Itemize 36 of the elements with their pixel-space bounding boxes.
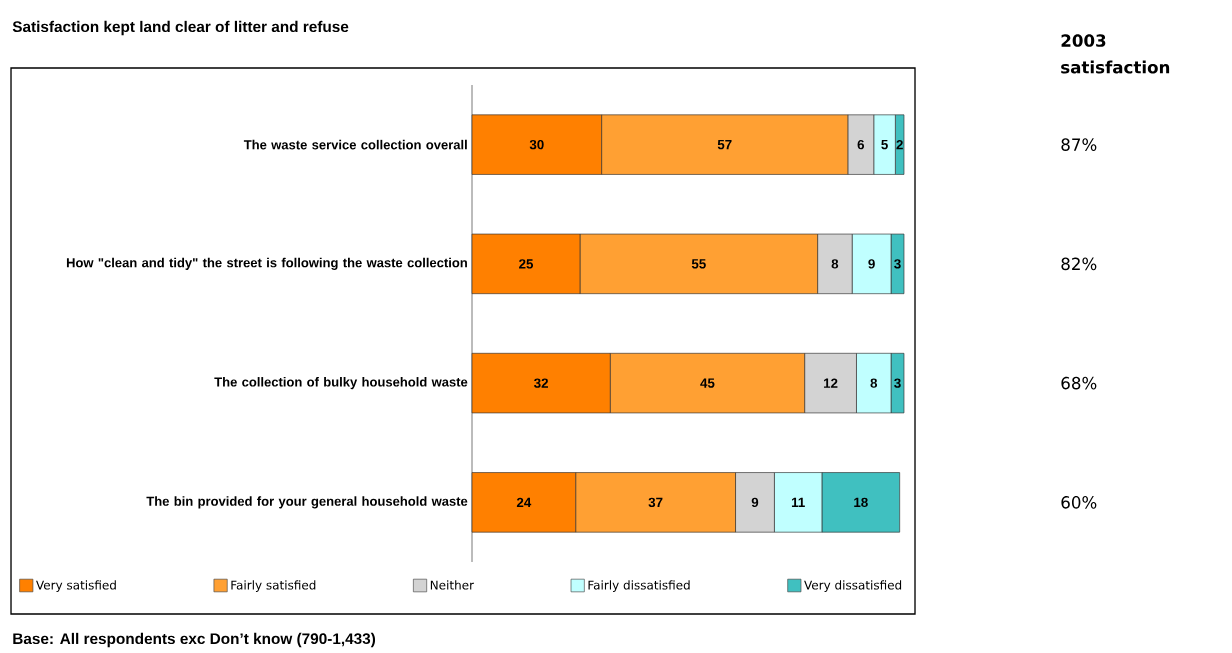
- legend-label: Fairly dissatisfied: [588, 580, 690, 592]
- y-tick-label: The waste service collection overall: [243, 139, 467, 150]
- data-label: 24: [516, 497, 532, 508]
- text: 2003 satisfaction: [1061, 34, 1170, 74]
- data-label: 45: [700, 378, 715, 388]
- y-tick-label: How "clean and tidy" the street is following the waste collection: [66, 257, 467, 270]
- text: 60%: [1061, 496, 1097, 509]
- legend-label: Fairly satisfied: [231, 580, 316, 592]
- data-label: 11: [791, 497, 805, 507]
- text: 82%: [1061, 257, 1097, 271]
- data-label: 32: [534, 378, 548, 388]
- text: Satisfaction kept land clear of litter and refuse: [12, 20, 349, 36]
- legend-label: Very dissatisfied: [804, 580, 902, 592]
- text: 68%: [1061, 376, 1097, 390]
- y-tick-label: The collection of bulky household waste: [214, 377, 468, 390]
- data-label: 8: [870, 378, 878, 388]
- data-label: 6: [857, 139, 865, 150]
- data-label: 18: [854, 497, 868, 508]
- legend-label: Neither: [430, 580, 475, 590]
- text: Base: All respondents exc Don’t know (790-1,433): [13, 632, 376, 648]
- data-label: 2: [896, 139, 903, 150]
- data-label: 3: [894, 378, 901, 388]
- data-label: 37: [648, 497, 663, 508]
- data-label: 25: [519, 259, 534, 269]
- legend-label: Very satisfied: [36, 580, 116, 592]
- data-label: 12: [823, 378, 838, 388]
- data-label: 57: [717, 139, 732, 150]
- data-label: 55: [691, 259, 706, 269]
- data-label: 9: [868, 259, 875, 269]
- data-label: 5: [881, 139, 888, 150]
- text: 87%: [1061, 138, 1097, 151]
- data-label: 3: [894, 259, 901, 269]
- data-label: 8: [831, 259, 839, 269]
- y-tick-label: The bin provided for your general household waste: [146, 496, 468, 509]
- data-label: 9: [751, 497, 759, 508]
- data-label: 30: [529, 139, 544, 150]
